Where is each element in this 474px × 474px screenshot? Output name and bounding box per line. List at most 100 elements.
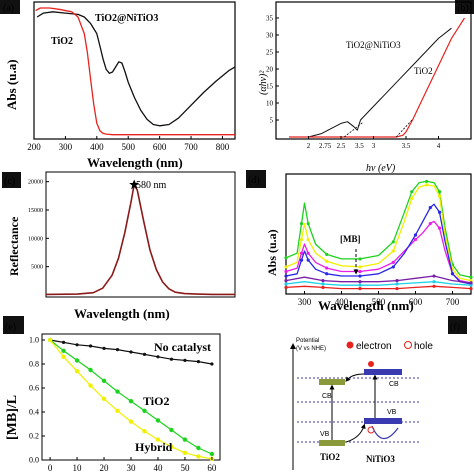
electron-transfer-arrow bbox=[345, 373, 365, 382]
panel-e-point-yellow bbox=[101, 396, 107, 401]
panel-c-xlabel: Wavelength (nm) bbox=[74, 306, 170, 321]
panel-c: (c) 5000 10000 15000 20000 580 nm Reflectan… bbox=[2, 171, 236, 321]
panel-b-xtick-label: 2.5 bbox=[337, 142, 346, 150]
panel-e-point-yellow bbox=[128, 419, 134, 424]
panel-d-series-cyan bbox=[285, 281, 472, 286]
panel-e-point-yellow bbox=[142, 429, 147, 434]
panel-d-point-blue bbox=[450, 272, 455, 276]
panel-a-xtick-label: 500 bbox=[121, 142, 135, 152]
panel-d-point-purple bbox=[358, 280, 362, 284]
tio2-vb-band bbox=[319, 440, 345, 446]
panel-e-series-green bbox=[49, 339, 213, 455]
panel-f-label-box bbox=[448, 316, 467, 334]
panel-a-xtick-label: 300 bbox=[59, 142, 73, 152]
panel-e-ytick-label: 0.0 bbox=[29, 456, 39, 465]
panel-d-point-cyan bbox=[395, 282, 399, 286]
panel-d-point-blue bbox=[413, 233, 418, 237]
panel-d-point-yellow bbox=[469, 279, 473, 283]
panel-d-point-green bbox=[284, 256, 288, 260]
panel-d-point-green bbox=[325, 252, 329, 256]
panel-d-point-magenta bbox=[306, 251, 310, 255]
panel-c-label: (c) bbox=[4, 176, 15, 187]
panel-d-point-purple bbox=[395, 279, 399, 283]
panel-a-xtick-label: 200 bbox=[27, 142, 41, 152]
tio2-vb-label: VB bbox=[320, 431, 330, 438]
panel-e-xtick-label: 60 bbox=[207, 463, 217, 473]
panel-e-tio2: TiO2 bbox=[143, 394, 169, 408]
panel-b-legend-tio2: TiO2 bbox=[414, 66, 433, 76]
panel-e-point-black bbox=[61, 340, 66, 344]
panel-d-point-magenta bbox=[358, 269, 362, 274]
nitio3-cb-band bbox=[364, 369, 402, 375]
panel-d-series-purple bbox=[285, 275, 472, 284]
panel-e-hybrid: Hybrid bbox=[135, 440, 173, 454]
panel-b-xtick-label: 4 bbox=[437, 142, 441, 150]
panel-b-edge-tio2: 3.5 bbox=[355, 142, 364, 150]
hole-icon bbox=[404, 341, 412, 349]
panel-d-point-red bbox=[321, 285, 325, 290]
panel-b-ytick-label: 20 bbox=[266, 65, 274, 73]
panel-d-point-purple bbox=[469, 281, 473, 285]
panel-e-point-black bbox=[115, 348, 120, 352]
panel-d-mb-label: [MB] bbox=[340, 234, 361, 244]
panel-e-point-green bbox=[209, 451, 215, 457]
panel-e-point-yellow bbox=[115, 408, 120, 413]
panel-d-point-blue bbox=[284, 274, 288, 278]
panel-d-point-cyan bbox=[469, 283, 473, 287]
electron-icon bbox=[346, 341, 354, 349]
panel-a-legend-tio2: TiO2 bbox=[51, 36, 73, 47]
panel-e-point-green bbox=[61, 348, 66, 353]
panel-e-ytick-label: 0.6 bbox=[29, 384, 39, 393]
panel-d-point-blue bbox=[358, 274, 362, 278]
panel-d-point-yellow bbox=[325, 259, 329, 263]
panel-d-point-yellow bbox=[391, 249, 395, 253]
hole-marker bbox=[367, 426, 375, 434]
panel-a-frame bbox=[33, 1, 236, 140]
panel-a-xtick-label: 600 bbox=[153, 142, 167, 152]
electron-legend: electron bbox=[356, 341, 392, 352]
panel-d-point-green bbox=[437, 190, 442, 194]
panel-d-ylabel: Abs (u.a) bbox=[265, 229, 279, 276]
panel-d-point-yellow bbox=[299, 237, 304, 242]
panel-a-legend-hybrid: TiO2@NiTiO3 bbox=[95, 13, 158, 24]
hole-transfer-arrow bbox=[345, 423, 366, 443]
panel-e-point-green bbox=[88, 367, 93, 373]
panel-e-point-black bbox=[142, 352, 147, 356]
panel-e-point-green bbox=[182, 437, 188, 442]
panel-d-label: (d) bbox=[248, 175, 260, 186]
electron-marker bbox=[368, 361, 374, 367]
panel-a-series-tio2 bbox=[35, 7, 235, 136]
panel-e-point-yellow bbox=[169, 444, 174, 449]
panel-e-point-black bbox=[156, 355, 160, 359]
panel-d: (d) 300 400 500 600 700 [MB] Abs (u.a) Wavel… bbox=[246, 170, 473, 313]
panel-e-point-yellow bbox=[74, 369, 80, 374]
potential-sub-label: (V vs NHE) bbox=[296, 346, 326, 352]
panel-e-point-green bbox=[169, 427, 174, 433]
panel-b-label: (b) bbox=[457, 3, 469, 14]
panel-e-point-green bbox=[115, 389, 120, 394]
panel-d-point-yellow bbox=[437, 194, 442, 198]
panel-a-label: (a) bbox=[3, 3, 14, 14]
panel-d-point-green bbox=[306, 222, 310, 226]
panel-d-point-green bbox=[425, 179, 429, 184]
panel-a-xtick-label: 800 bbox=[216, 142, 230, 152]
hole-legend: hole bbox=[414, 341, 433, 352]
panel-d-xtick-label: 700 bbox=[446, 297, 460, 307]
panel-e: (e) 0 10 20 30 40 50 60 0.0 0.2 0.4 0.6 0.8 1.0 No … bbox=[3, 316, 221, 473]
panel-d-point-magenta bbox=[391, 260, 395, 264]
panel-d-point-blue bbox=[299, 258, 304, 262]
panel-b-xtick-label: 3.5 bbox=[402, 142, 411, 150]
panel-d-series-red bbox=[285, 285, 472, 290]
panel-d-point-purple bbox=[321, 279, 325, 283]
panel-a: (a) 200 300 400 500 600 700 800 TiO2@NiTiO3 Ti… bbox=[0, 0, 236, 170]
panel-a-xlabel: Wavelength (nm) bbox=[87, 155, 183, 170]
panel-e-point-black bbox=[129, 350, 133, 354]
panel-d-point-cyan bbox=[284, 282, 288, 286]
panel-d-xtick-label: 600 bbox=[409, 297, 423, 307]
panel-d-point-red bbox=[469, 286, 473, 291]
panel-d-point-yellow bbox=[284, 265, 288, 269]
panel-d-point-magenta bbox=[428, 222, 432, 226]
panel-d-point-blue bbox=[437, 210, 442, 214]
panel-c-series bbox=[45, 183, 235, 296]
